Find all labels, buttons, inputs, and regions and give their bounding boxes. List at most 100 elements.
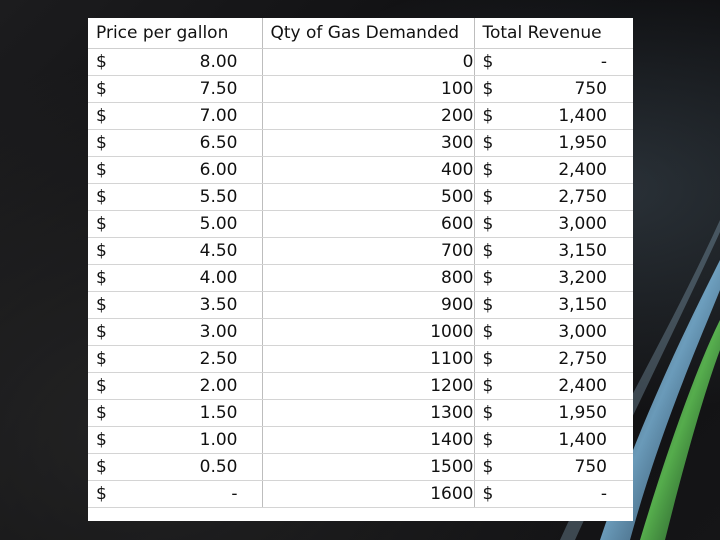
price-currency: $ <box>96 132 107 153</box>
revenue-value: 3,200 <box>558 267 607 288</box>
price-cell: $3.00 <box>88 318 262 346</box>
price-value: 1.00 <box>199 429 238 450</box>
qty-cell: 900 <box>261 291 474 319</box>
revenue-value: 2,400 <box>558 159 607 180</box>
header-price: Price per gallon <box>88 18 262 49</box>
price-currency: $ <box>96 105 107 126</box>
revenue-currency: $ <box>482 375 494 396</box>
revenue-cell: $3,000 <box>473 210 633 238</box>
qty-cell: 500 <box>261 183 474 211</box>
table-row: $4.50 700 $3,150 <box>88 237 633 265</box>
price-cell: $4.50 <box>88 237 262 265</box>
revenue-value: 3,000 <box>558 213 607 234</box>
price-currency: $ <box>96 375 107 396</box>
revenue-value: 2,750 <box>558 348 607 369</box>
price-currency: $ <box>96 321 107 342</box>
revenue-table: Price per gallon Qty of Gas Demanded Tot… <box>88 18 633 508</box>
revenue-cell: $1,950 <box>473 129 633 157</box>
table-row: $5.50 500 $2,750 <box>88 183 633 211</box>
revenue-currency: $ <box>482 294 494 315</box>
revenue-currency: $ <box>482 321 494 342</box>
revenue-value: 3,000 <box>558 321 607 342</box>
price-cell: $6.00 <box>88 156 262 184</box>
price-currency: $ <box>96 483 107 504</box>
price-cell: $ - <box>88 480 262 508</box>
price-value: 7.50 <box>199 78 238 99</box>
price-value: 5.00 <box>199 213 238 234</box>
price-cell: $7.50 <box>88 75 262 103</box>
revenue-cell: $2,400 <box>473 156 633 184</box>
revenue-currency: $ <box>482 186 494 207</box>
price-value: 6.00 <box>199 159 238 180</box>
revenue-currency: $ <box>482 51 494 72</box>
price-currency: $ <box>96 51 107 72</box>
qty-cell: 200 <box>261 102 474 130</box>
revenue-currency: $ <box>482 429 494 450</box>
table-row: $ -1600 $ - <box>88 480 633 508</box>
price-currency: $ <box>96 456 107 477</box>
revenue-value: 3,150 <box>558 294 607 315</box>
table-row: $8.00 0 $ - <box>88 48 633 76</box>
revenue-currency: $ <box>482 105 494 126</box>
price-cell: $6.50 <box>88 129 262 157</box>
revenue-cell: $ - <box>473 480 633 508</box>
revenue-cell: $2,750 <box>473 183 633 211</box>
revenue-value: 1,950 <box>558 402 607 423</box>
header-revenue: Total Revenue <box>473 18 633 49</box>
price-value: 7.00 <box>199 105 238 126</box>
revenue-currency: $ <box>482 78 494 99</box>
revenue-table-container: Price per gallon Qty of Gas Demanded Tot… <box>88 18 633 521</box>
qty-cell: 700 <box>261 237 474 265</box>
revenue-value: 2,750 <box>558 186 607 207</box>
price-value: 6.50 <box>199 132 238 153</box>
qty-cell: 0 <box>261 48 474 76</box>
price-currency: $ <box>96 186 107 207</box>
price-cell: $0.50 <box>88 453 262 481</box>
revenue-currency: $ <box>482 483 494 504</box>
qty-cell: 1600 <box>261 480 474 508</box>
price-cell: $2.00 <box>88 372 262 400</box>
qty-cell: 100 <box>261 75 474 103</box>
qty-cell: 1000 <box>261 318 474 346</box>
price-currency: $ <box>96 348 107 369</box>
price-value: 3.50 <box>199 294 238 315</box>
qty-cell: 1500 <box>261 453 474 481</box>
price-currency: $ <box>96 213 107 234</box>
qty-cell: 1400 <box>261 426 474 454</box>
price-value: 0.50 <box>199 456 238 477</box>
price-value: 1.50 <box>199 402 238 423</box>
price-cell: $5.00 <box>88 210 262 238</box>
qty-cell: 1300 <box>261 399 474 427</box>
table-row: $2.00 1200 $2,400 <box>88 372 633 400</box>
qty-cell: 400 <box>261 156 474 184</box>
price-cell: $7.00 <box>88 102 262 130</box>
qty-cell: 600 <box>261 210 474 238</box>
price-value: 4.00 <box>199 267 238 288</box>
price-cell: $5.50 <box>88 183 262 211</box>
price-value: 8.00 <box>199 51 238 72</box>
revenue-currency: $ <box>482 240 494 261</box>
price-cell: $4.00 <box>88 264 262 292</box>
revenue-cell: $1,400 <box>473 426 633 454</box>
revenue-value: 750 <box>574 78 607 99</box>
table-row: $6.00 400 $2,400 <box>88 156 633 184</box>
qty-cell: 1100 <box>261 345 474 373</box>
revenue-currency: $ <box>482 213 494 234</box>
revenue-cell: $3,150 <box>473 237 633 265</box>
price-currency: $ <box>96 294 107 315</box>
revenue-currency: $ <box>482 159 494 180</box>
price-currency: $ <box>96 78 107 99</box>
price-cell: $2.50 <box>88 345 262 373</box>
price-cell: $1.50 <box>88 399 262 427</box>
revenue-cell: $1,950 <box>473 399 633 427</box>
qty-cell: 1200 <box>261 372 474 400</box>
table-header-row: Price per gallon Qty of Gas Demanded Tot… <box>88 18 633 49</box>
table-row: $3.00 1000 $3,000 <box>88 318 633 346</box>
price-currency: $ <box>96 429 107 450</box>
revenue-currency: $ <box>482 132 494 153</box>
revenue-value: 1,950 <box>558 132 607 153</box>
revenue-cell: $1,400 <box>473 102 633 130</box>
revenue-currency: $ <box>482 267 494 288</box>
revenue-cell: $3,150 <box>473 291 633 319</box>
price-cell: $1.00 <box>88 426 262 454</box>
